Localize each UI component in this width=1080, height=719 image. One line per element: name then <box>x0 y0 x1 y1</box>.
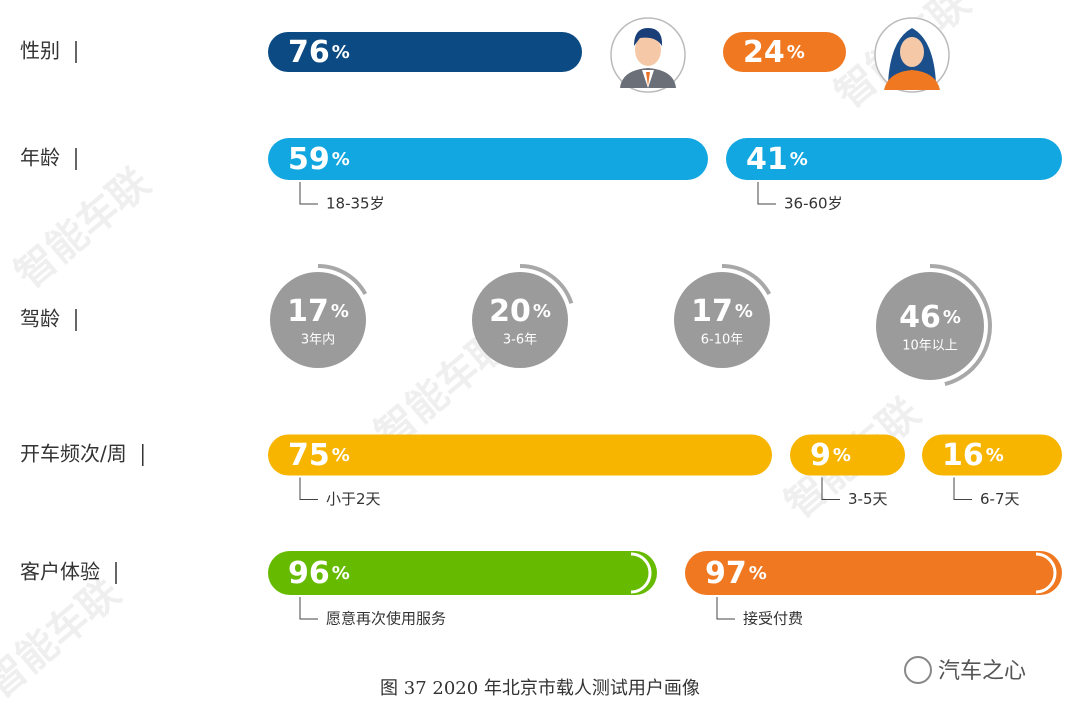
circle-badge <box>876 272 984 380</box>
item-caption: 愿意再次使用服务 <box>326 610 446 628</box>
bar <box>726 138 1062 180</box>
value-label: 9% <box>810 438 851 473</box>
progress-arc <box>721 264 772 295</box>
bar <box>268 32 582 72</box>
value-number: 59 <box>288 142 330 177</box>
circle-badge <box>674 272 770 368</box>
value-unit: % <box>787 42 805 63</box>
male-icon <box>610 17 686 93</box>
value-number: 24 <box>743 35 785 70</box>
bar-cap <box>630 552 652 594</box>
progress-arc <box>929 264 992 387</box>
value-number: 46 <box>899 300 941 335</box>
connector <box>299 597 318 620</box>
bar <box>268 434 772 476</box>
item-caption: 3-6年 <box>503 333 537 348</box>
value-label: 76% <box>288 35 350 70</box>
bar <box>723 32 846 72</box>
connector <box>299 182 318 205</box>
value-number: 16 <box>942 438 984 473</box>
item-caption: 小于2天 <box>326 490 381 508</box>
connector <box>757 182 776 205</box>
value-unit: % <box>332 445 350 466</box>
connector <box>821 477 840 500</box>
row-label: 开车频次/周 <box>20 442 127 466</box>
brand-icon <box>904 656 932 684</box>
value-label: 17% <box>287 294 349 329</box>
item-caption: 6-10年 <box>701 333 744 348</box>
value-unit: % <box>833 445 851 466</box>
value-number: 17 <box>691 294 733 329</box>
bar <box>790 434 905 476</box>
value-unit: % <box>533 301 551 322</box>
bar-cap <box>1035 552 1057 594</box>
row-label: 驾龄 <box>20 307 60 331</box>
value-number: 75 <box>288 438 330 473</box>
watermark: 智能车联 <box>0 570 129 708</box>
row-label: 年龄 <box>20 146 60 170</box>
row-label: 客户体验 <box>20 560 100 584</box>
value-label: 46% <box>899 300 961 335</box>
value-number: 96 <box>288 556 330 591</box>
value-label: 75% <box>288 438 350 473</box>
value-number: 9 <box>810 438 831 473</box>
value-label: 41% <box>746 142 808 177</box>
value-unit: % <box>332 563 350 584</box>
row-label: 性别 <box>20 39 60 63</box>
item-caption: 10年以上 <box>902 339 958 354</box>
value-label: 16% <box>942 438 1004 473</box>
value-unit: % <box>332 42 350 63</box>
item-caption: 3-5天 <box>848 490 888 508</box>
progress-arc <box>519 264 574 304</box>
watermark: 智能车联 <box>7 160 159 298</box>
value-number: 17 <box>287 294 329 329</box>
progress-arc <box>317 264 368 295</box>
item-caption: 18-35岁 <box>326 195 385 213</box>
item-caption: 36-60岁 <box>784 195 843 213</box>
value-number: 76 <box>288 35 330 70</box>
value-label: 17% <box>691 294 753 329</box>
item-caption: 接受付费 <box>743 610 803 628</box>
bar <box>268 551 657 595</box>
value-number: 20 <box>489 294 531 329</box>
connector <box>953 477 972 500</box>
value-unit: % <box>943 307 961 328</box>
value-label: 59% <box>288 142 350 177</box>
value-number: 41 <box>746 142 788 177</box>
value-label: 24% <box>743 35 805 70</box>
bar <box>268 138 708 180</box>
value-label: 96% <box>288 556 350 591</box>
female-icon <box>874 17 950 93</box>
connector <box>299 477 318 500</box>
value-label: 20% <box>489 294 551 329</box>
brand: 汽车之心 <box>938 659 1026 684</box>
value-unit: % <box>735 301 753 322</box>
figure-caption: 图 37 2020 年北京市载人测试用户画像 <box>380 678 700 699</box>
bar <box>685 551 1062 595</box>
value-unit: % <box>986 445 1004 466</box>
bar <box>922 434 1062 476</box>
connector <box>716 597 735 620</box>
value-number: 97 <box>705 556 747 591</box>
value-unit: % <box>331 301 349 322</box>
circle-badge <box>472 272 568 368</box>
value-unit: % <box>332 149 350 170</box>
value-unit: % <box>749 563 767 584</box>
value-unit: % <box>790 149 808 170</box>
item-caption: 6-7天 <box>980 490 1020 508</box>
circle-badge <box>270 272 366 368</box>
value-label: 97% <box>705 556 767 591</box>
item-caption: 3年内 <box>301 332 335 348</box>
